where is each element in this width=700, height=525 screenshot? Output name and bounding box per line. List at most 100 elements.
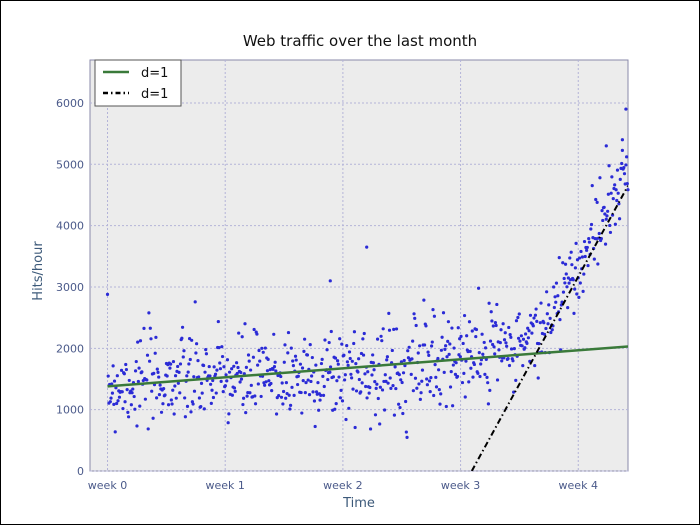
data-point [561,261,565,265]
data-point [474,327,479,332]
data-point [238,380,242,384]
data-point [218,361,222,365]
data-point [420,368,425,372]
data-point [356,370,360,374]
data-point [532,316,536,320]
data-point [213,372,218,376]
data-point [587,240,592,244]
data-point [521,337,526,341]
data-point [232,364,236,368]
data-point [419,391,423,395]
data-point [255,332,259,336]
data-point [573,287,577,291]
data-point [566,306,570,310]
data-point [512,347,516,351]
data-point [425,377,429,381]
data-point [150,389,154,393]
data-point [440,335,444,339]
data-point [122,372,126,376]
data-point [327,340,331,345]
data-point [243,322,247,326]
data-point [143,397,147,401]
data-point [172,412,176,416]
data-point [410,357,414,361]
data-point [598,176,602,180]
data-point [151,416,155,420]
data-point [385,358,389,362]
data-point [462,371,466,375]
y-tick-labels: 0 1000 2000 3000 4000 5000 6000 [56,97,84,478]
data-point [604,217,608,221]
data-point [489,310,493,314]
data-point [185,374,189,378]
data-point [328,365,333,369]
data-point [432,314,436,318]
data-point [373,380,377,384]
data-point [233,389,237,393]
data-point [603,212,607,216]
data-point [427,379,432,383]
data-point [146,427,150,431]
data-point [624,163,628,167]
data-point [314,363,318,367]
data-point [514,319,519,323]
legend: d=1 d=1 [94,59,182,107]
data-point [235,371,239,376]
x-axis-label: Time [342,496,375,511]
data-point [188,357,192,362]
data-point [338,337,342,341]
data-point [200,391,204,395]
data-point [476,371,480,375]
data-point [314,390,319,394]
data-point [370,373,374,377]
data-point [625,155,629,159]
data-point [521,364,525,368]
data-point [476,286,481,290]
data-point [605,214,609,218]
data-point [311,390,315,394]
data-point [407,345,411,349]
data-point [251,355,256,359]
data-point [226,421,230,425]
data-point [609,191,613,195]
data-point [140,370,144,374]
data-point [389,386,393,390]
data-point [352,330,357,334]
data-point [568,256,572,260]
data-point [272,365,277,369]
data-point [309,379,313,384]
data-point [279,374,283,379]
data-point [138,404,142,408]
data-point [269,381,273,386]
data-point [618,177,622,181]
data-point [147,311,151,315]
y-tick-label: 2000 [56,342,84,355]
data-point [595,200,599,205]
data-point [169,398,173,402]
data-point [112,402,116,406]
data-point [261,350,265,354]
data-point [400,380,404,385]
data-point [307,393,312,397]
data-point [451,404,455,408]
data-point [392,413,397,417]
x-tick-label: week 1 [205,479,244,492]
data-point [461,341,465,346]
data-point [371,361,375,365]
data-point [424,324,428,328]
data-point [448,385,453,389]
data-point [210,388,214,392]
data-point [303,391,307,395]
data-point [422,343,427,347]
data-point [173,374,178,378]
data-point [190,338,194,342]
data-point [602,205,606,209]
data-point [197,375,201,379]
data-point [414,323,418,328]
data-point [526,336,530,340]
data-point [411,389,415,393]
data-point [459,334,463,338]
data-point [458,337,462,341]
data-point [193,300,197,304]
data-point [345,360,350,364]
